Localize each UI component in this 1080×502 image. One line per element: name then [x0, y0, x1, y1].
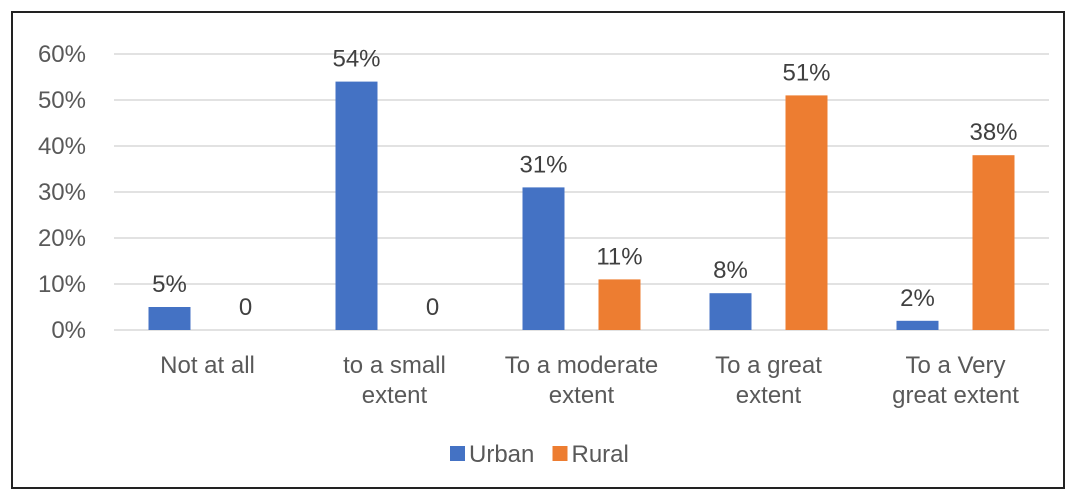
y-tick-label: 10% [38, 271, 86, 298]
legend-swatch-urban [450, 446, 465, 461]
bar-chart: 0% 10% 20% 30% 40% 50% 60% 5% 54% 31% 8% 2% 0 0 11% 51… [38, 41, 1049, 468]
category-label: Not at all [160, 352, 255, 379]
data-label-urban: 5% [152, 271, 187, 298]
gridlines [114, 53, 1049, 331]
legend: Urban Rural [450, 441, 629, 468]
bar-urban [896, 320, 939, 330]
y-tick-label: 0% [51, 317, 86, 344]
y-tick-label: 20% [38, 225, 86, 252]
category-label: to a small extent [343, 352, 446, 409]
bar-urban [709, 293, 752, 330]
data-label-urban: 8% [713, 257, 748, 284]
bar-urban [148, 307, 191, 330]
data-label-rural: 38% [969, 119, 1017, 146]
legend-swatch-rural [552, 446, 568, 461]
data-label-rural: 0 [426, 294, 439, 321]
category-label: To a Very great extent [892, 352, 1019, 409]
category-label: To a moderate extent [505, 352, 658, 409]
data-label-rural: 11% [596, 243, 642, 270]
bar-urban [335, 81, 378, 330]
data-label-urban: 2% [900, 285, 935, 312]
data-label-rural: 51% [782, 59, 830, 86]
data-label-urban: 31% [519, 151, 567, 178]
bars [148, 81, 1015, 331]
data-labels: 5% 54% 31% 8% 2% 0 0 11% 51% 38% [152, 46, 1017, 321]
legend-label-urban: Urban [469, 441, 534, 468]
bar-urban [522, 187, 565, 330]
bar-rural [785, 95, 828, 331]
y-tick-label: 40% [38, 133, 86, 160]
y-tick-label: 60% [38, 41, 86, 68]
category-label: To a great extent [715, 352, 822, 409]
y-tick-label: 50% [38, 87, 86, 114]
bar-rural [598, 279, 641, 330]
y-axis-ticks: 0% 10% 20% 30% 40% 50% 60% [38, 41, 86, 344]
category-labels: Not at all to a small extent To a moderate e… [160, 352, 1019, 409]
chart-frame: 0% 10% 20% 30% 40% 50% 60% 5% 54% 31% 8% 2% 0 0 11% 51… [11, 11, 1065, 489]
bar-rural [972, 155, 1015, 330]
y-tick-label: 30% [38, 179, 86, 206]
data-label-urban: 54% [332, 46, 380, 73]
data-label-rural: 0 [239, 294, 252, 321]
legend-label-rural: Rural [572, 441, 629, 468]
